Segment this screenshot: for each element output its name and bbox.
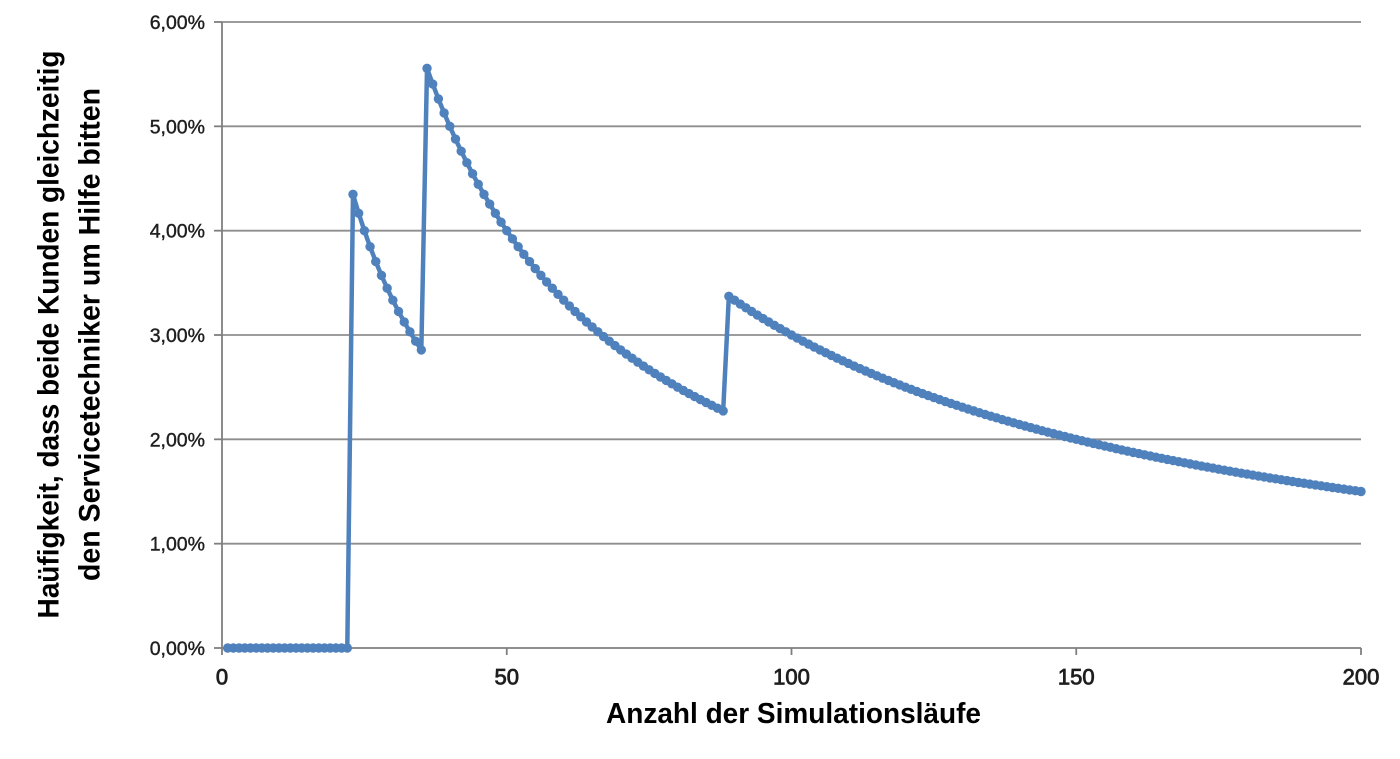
svg-text:3,00%: 3,00% xyxy=(150,325,205,347)
svg-text:4,00%: 4,00% xyxy=(150,221,205,243)
svg-text:Anzahl der Simulationsläufe: Anzahl der Simulationsläufe xyxy=(606,698,981,730)
svg-text:6,00%: 6,00% xyxy=(150,12,205,34)
svg-text:5,00%: 5,00% xyxy=(150,116,205,138)
svg-text:100: 100 xyxy=(773,665,810,690)
svg-text:den Servicetechniker um Hilfe: den Servicetechniker um Hilfe bitten xyxy=(74,88,107,581)
svg-text:200: 200 xyxy=(1343,665,1380,690)
svg-text:0,00%: 0,00% xyxy=(150,638,205,660)
svg-text:50: 50 xyxy=(495,665,519,690)
svg-text:2,00%: 2,00% xyxy=(150,429,205,451)
svg-text:150: 150 xyxy=(1058,665,1095,690)
svg-text:0: 0 xyxy=(216,665,228,690)
svg-text:Haüfigkeit, dass beide Kunden: Haüfigkeit, dass beide Kunden gleichzeit… xyxy=(33,51,66,619)
svg-text:1,00%: 1,00% xyxy=(150,534,205,556)
